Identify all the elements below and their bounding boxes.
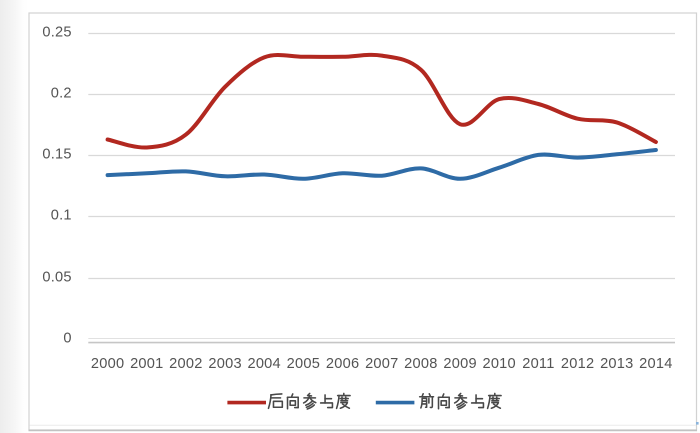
svg-text:2002: 2002: [169, 356, 202, 372]
svg-text:0.2: 0.2: [51, 86, 72, 102]
svg-text:2007: 2007: [365, 356, 398, 372]
svg-text:2000: 2000: [91, 356, 124, 372]
svg-text:0.1: 0.1: [51, 208, 72, 224]
svg-text:0.15: 0.15: [42, 147, 71, 163]
svg-text:0: 0: [63, 331, 71, 347]
svg-text:0.25: 0.25: [42, 25, 71, 41]
svg-text:2008: 2008: [404, 356, 437, 372]
svg-text:2005: 2005: [287, 356, 320, 372]
svg-text:2010: 2010: [482, 356, 515, 372]
svg-text:2009: 2009: [443, 356, 476, 372]
svg-text:2004: 2004: [247, 356, 280, 372]
svg-text:2011: 2011: [522, 356, 554, 372]
svg-text:2013: 2013: [600, 356, 633, 372]
svg-text:2012: 2012: [561, 356, 594, 372]
svg-text:2006: 2006: [326, 356, 359, 372]
svg-text:2001: 2001: [130, 356, 163, 372]
svg-text:0.05: 0.05: [42, 270, 71, 286]
svg-text:2003: 2003: [208, 356, 241, 372]
svg-text:2014: 2014: [639, 356, 672, 372]
